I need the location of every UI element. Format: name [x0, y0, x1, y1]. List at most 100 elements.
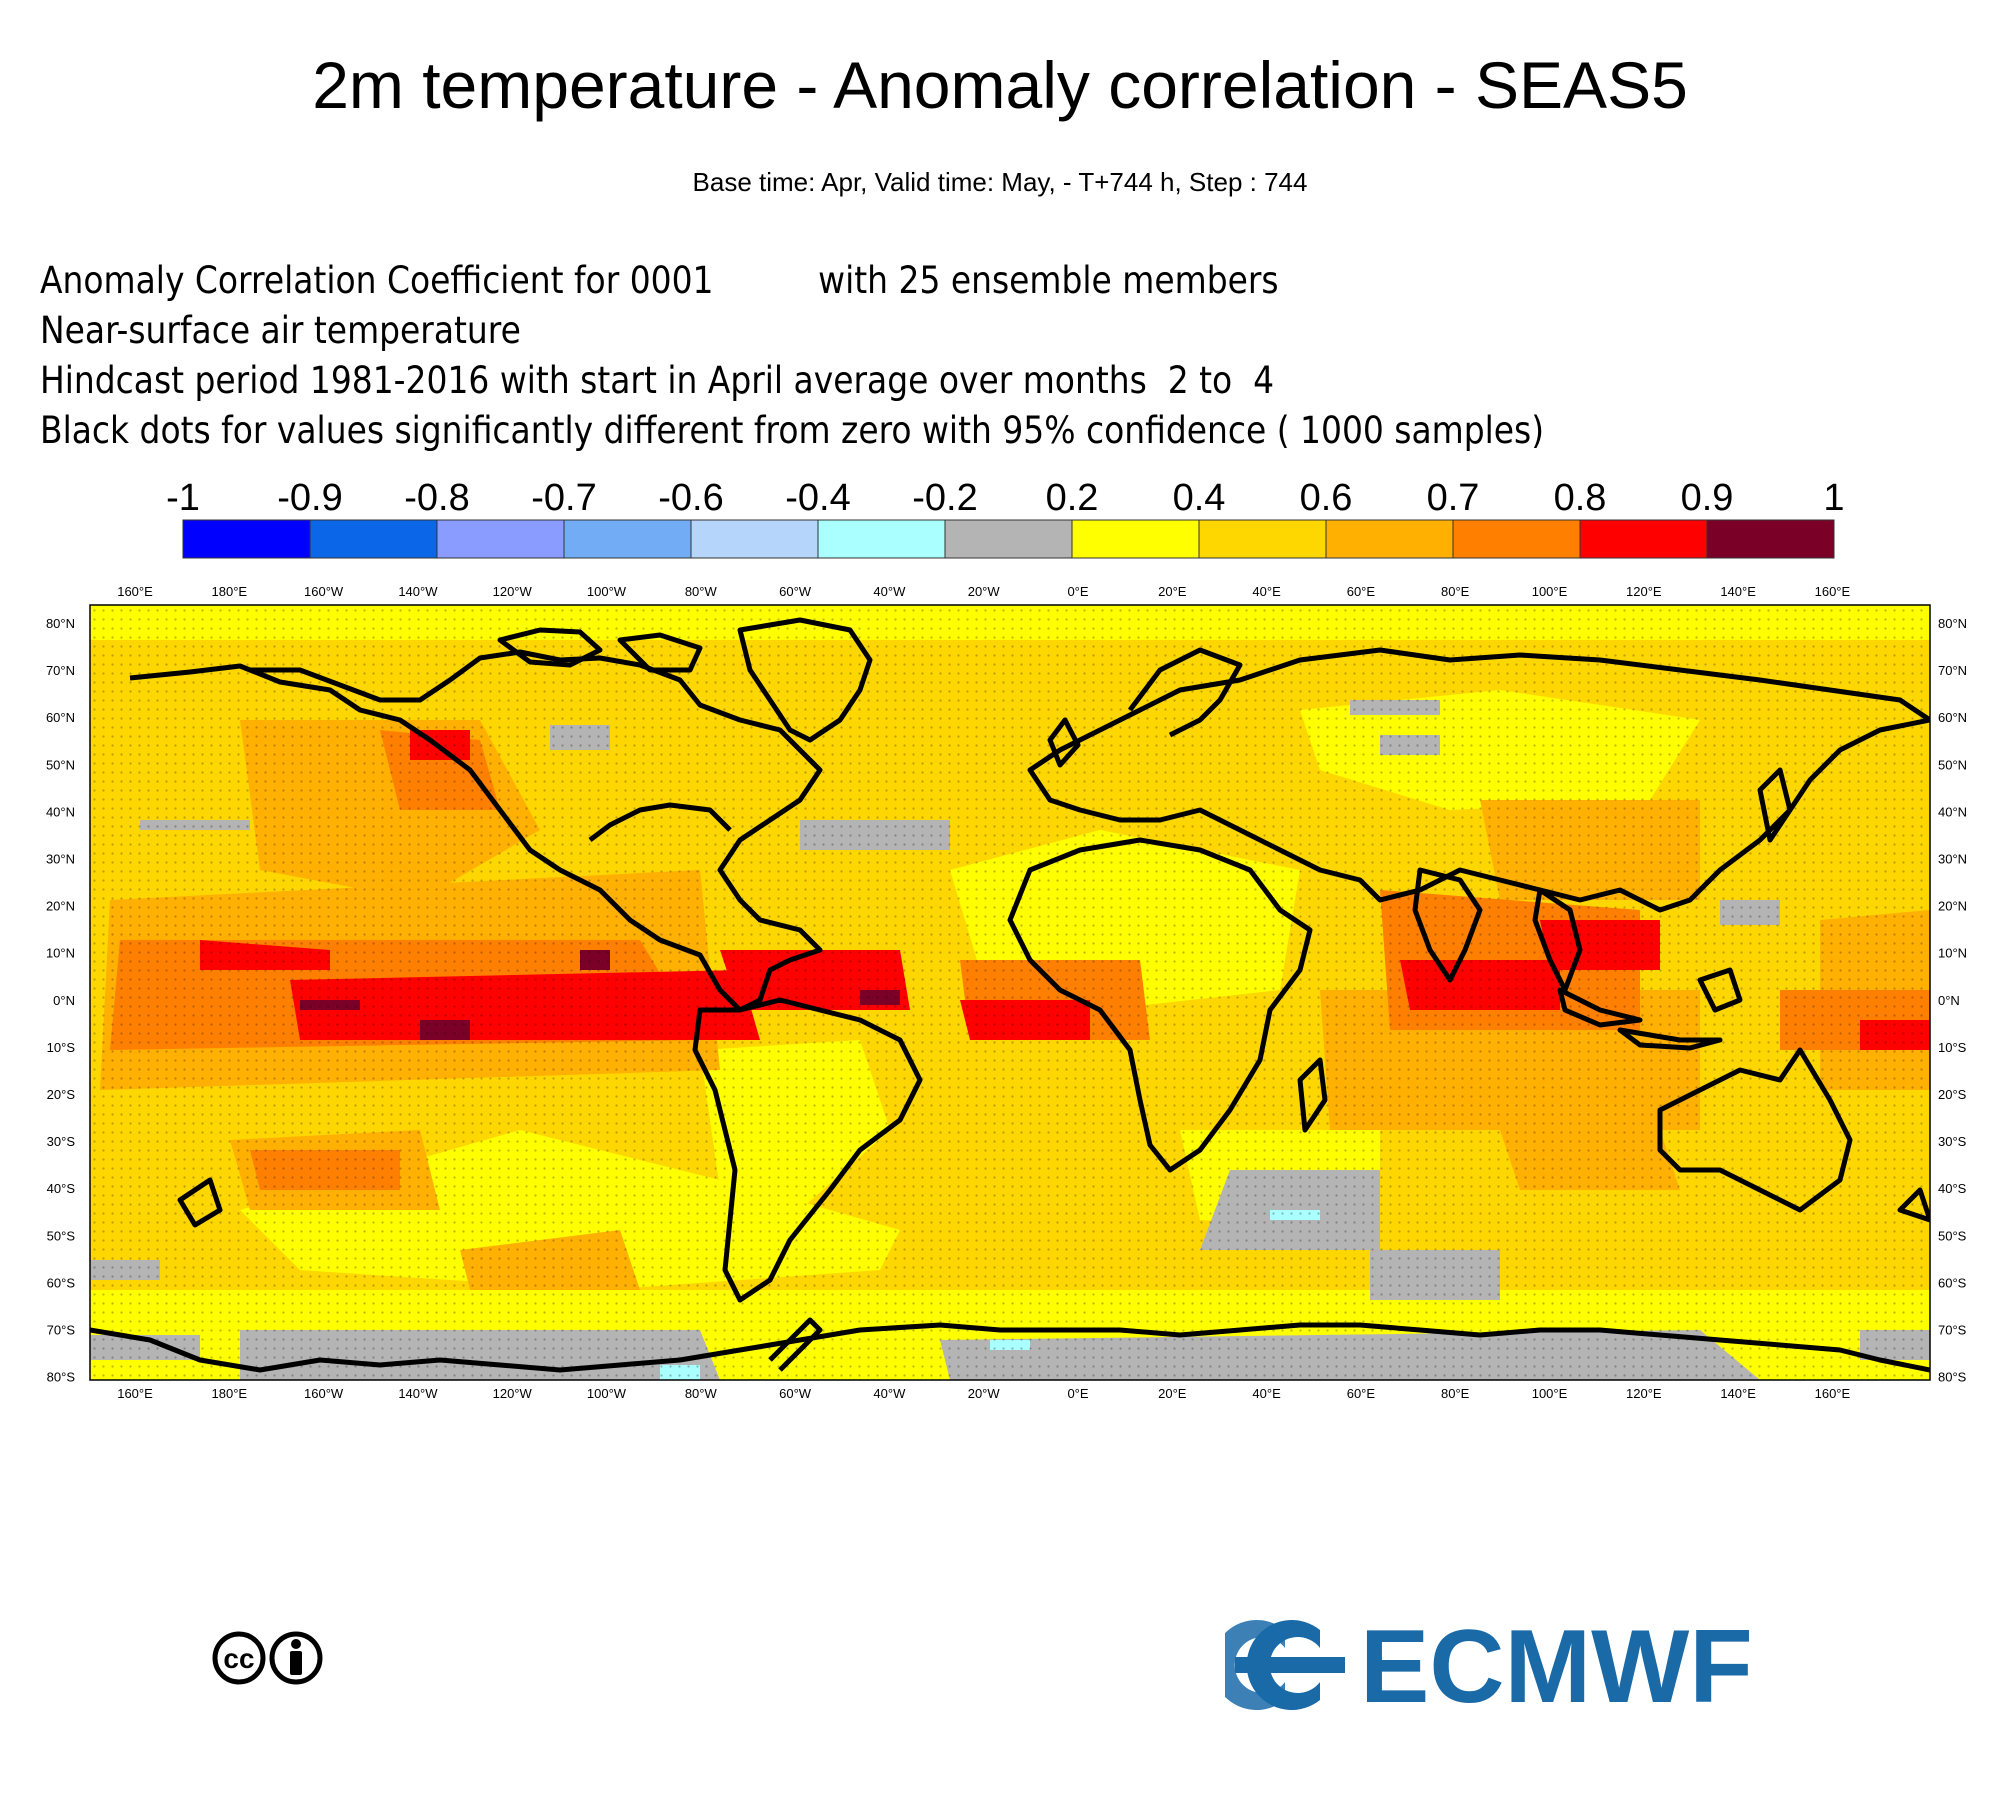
ecmwf-logo: ECMWF — [1225, 1610, 1753, 1720]
lon-tick-label: 100°E — [1532, 1386, 1568, 1401]
info-line-2: Near-surface air temperature — [40, 309, 521, 352]
colorbar-swatch — [944, 519, 1073, 559]
lat-tick-label: 20°N — [1938, 899, 1967, 914]
lat-tick-label: 60°N — [1938, 710, 1967, 725]
page-title: 2m temperature - Anomaly correlation - S… — [312, 48, 1688, 122]
lat-tick-label: 80°N — [46, 616, 75, 631]
colorbar-tick-label: 0.8 — [1554, 477, 1607, 519]
lat-tick-label: 60°S — [1938, 1275, 1967, 1290]
lat-tick-label: 10°N — [46, 946, 75, 961]
lon-tick-label: 80°W — [685, 1386, 718, 1401]
colorbar-swatch — [309, 519, 438, 559]
lat-tick-label: 40°S — [1938, 1181, 1967, 1196]
lon-tick-label: 160°E — [117, 584, 153, 599]
colorbar-swatch — [1706, 519, 1835, 559]
lon-tick-label: 0°E — [1067, 1386, 1088, 1401]
lon-tick-label: 180°E — [212, 1386, 248, 1401]
lon-tick-label: 80°E — [1441, 584, 1470, 599]
lon-tick-label: 120°E — [1626, 1386, 1662, 1401]
lat-tick-label: 80°S — [47, 1370, 76, 1385]
ecmwf-emblem-icon — [1225, 1620, 1345, 1710]
coastlines — [90, 617, 1930, 1373]
lat-tick-label: 0°N — [53, 993, 75, 1008]
lat-tick-label: 30°S — [47, 1134, 76, 1149]
lat-tick-label: 70°N — [46, 663, 75, 678]
colorbar-swatch — [1579, 519, 1708, 559]
colorbar-tick-label: -0.7 — [531, 477, 596, 519]
lat-tick-label: 50°S — [1938, 1228, 1967, 1243]
lon-tick-label: 100°E — [1532, 584, 1568, 599]
lon-tick-label: 0°E — [1067, 584, 1088, 599]
lat-tick-label: 70°S — [47, 1323, 76, 1338]
lat-tick-label: 40°N — [1938, 804, 1967, 819]
info-line-3: Hindcast period 1981-2016 with start in … — [40, 359, 1275, 402]
lon-tick-label: 80°W — [685, 584, 718, 599]
lon-tick-label: 160°E — [1815, 584, 1851, 599]
lon-tick-label: 120°E — [1626, 584, 1662, 599]
lat-tick-label: 60°S — [47, 1275, 76, 1290]
colorbar-swatch — [1198, 519, 1327, 559]
significance-dots — [90, 605, 1930, 1380]
lat-tick-label: 70°N — [1938, 663, 1967, 678]
creative-commons-icon: cc — [212, 1631, 323, 1685]
colorbar-tick-label: 0.9 — [1681, 477, 1734, 519]
lon-tick-label: 40°W — [873, 584, 906, 599]
colorbar-tick-label: -1 — [166, 477, 200, 519]
colorbar-swatch — [817, 519, 946, 559]
map-frame — [89, 604, 1931, 1381]
lon-tick-label: 20°E — [1158, 584, 1187, 599]
colorbar-tick-label: 0.6 — [1300, 477, 1353, 519]
lat-tick-label: 30°S — [1938, 1134, 1967, 1149]
lon-tick-label: 160°E — [1815, 1386, 1851, 1401]
lat-tick-label: 10°S — [47, 1040, 76, 1055]
lon-tick-label: 160°W — [304, 1386, 344, 1401]
lon-tick-label: 140°W — [398, 1386, 438, 1401]
lon-tick-label: 100°W — [587, 1386, 627, 1401]
lon-tick-label: 80°E — [1441, 1386, 1470, 1401]
lon-tick-label: 60°W — [779, 1386, 812, 1401]
colorbar-tick-label: -0.2 — [912, 477, 977, 519]
lon-tick-label: 20°W — [968, 584, 1001, 599]
lon-tick-label: 120°W — [493, 1386, 533, 1401]
lon-tick-label: 180°E — [212, 584, 248, 599]
latitude-labels-left: 80°N 70°N 60°N 50°N 40°N 30°N 20°N 10°N 0°N 10°S 2… — [46, 616, 75, 1385]
lat-tick-label: 40°S — [47, 1181, 76, 1196]
colorbar-swatch — [1071, 519, 1200, 559]
colorbar-swatch — [563, 519, 692, 559]
colorbar-swatch — [1452, 519, 1581, 559]
colorbar-swatch — [690, 519, 819, 559]
lon-tick-label: 20°W — [968, 1386, 1001, 1401]
lon-tick-label: 140°E — [1720, 1386, 1756, 1401]
lon-tick-label: 40°E — [1252, 584, 1281, 599]
lat-tick-label: 30°N — [1938, 852, 1967, 867]
lat-tick-label: 20°N — [46, 899, 75, 914]
lat-tick-label: 80°S — [1938, 1370, 1967, 1385]
lat-tick-label: 50°N — [46, 757, 75, 772]
colorbar-tick-label: 0.2 — [1046, 477, 1099, 519]
ecmwf-wordmark: ECMWF — [1360, 1610, 1753, 1720]
lon-tick-label: 20°E — [1158, 1386, 1187, 1401]
lon-tick-label: 60°W — [779, 584, 812, 599]
lat-tick-label: 20°S — [47, 1087, 76, 1102]
colorbar-tick-label: -0.8 — [404, 477, 469, 519]
lat-tick-label: 10°S — [1938, 1040, 1967, 1055]
lat-tick-label: 60°N — [46, 710, 75, 725]
lon-tick-label: 40°W — [873, 1386, 906, 1401]
colorbar-swatch — [182, 519, 311, 559]
lon-tick-label: 160°W — [304, 584, 344, 599]
lat-tick-label: 50°N — [1938, 757, 1967, 772]
colorbar-tick-label: 0.7 — [1427, 477, 1480, 519]
colorbar-tick-label: -0.4 — [785, 477, 850, 519]
lat-tick-label: 50°S — [47, 1228, 76, 1243]
by-attribution-icon — [290, 1651, 302, 1675]
lat-tick-label: 80°N — [1938, 616, 1967, 631]
colorbar-legend: -1 -0.9 -0.8 -0.7 -0.6 -0.4 -0.2 0.2 0.4 0.6 0.7 0.… — [166, 477, 1845, 559]
lon-tick-label: 120°W — [493, 584, 533, 599]
page-subtitle: Base time: Apr, Valid time: May, - T+744… — [692, 167, 1308, 197]
info-line-1: Anomaly Correlation Coefficient for 0001… — [40, 259, 1279, 302]
lon-tick-label: 140°E — [1720, 584, 1756, 599]
colorbar-tick-label: 0.4 — [1173, 477, 1226, 519]
lat-tick-label: 0°N — [1938, 993, 1960, 1008]
lat-tick-label: 20°S — [1938, 1087, 1967, 1102]
latitude-labels-right: 80°N 70°N 60°N 50°N 40°N 30°N 20°N 10°N 0°N 10°S 2… — [1938, 616, 1967, 1385]
